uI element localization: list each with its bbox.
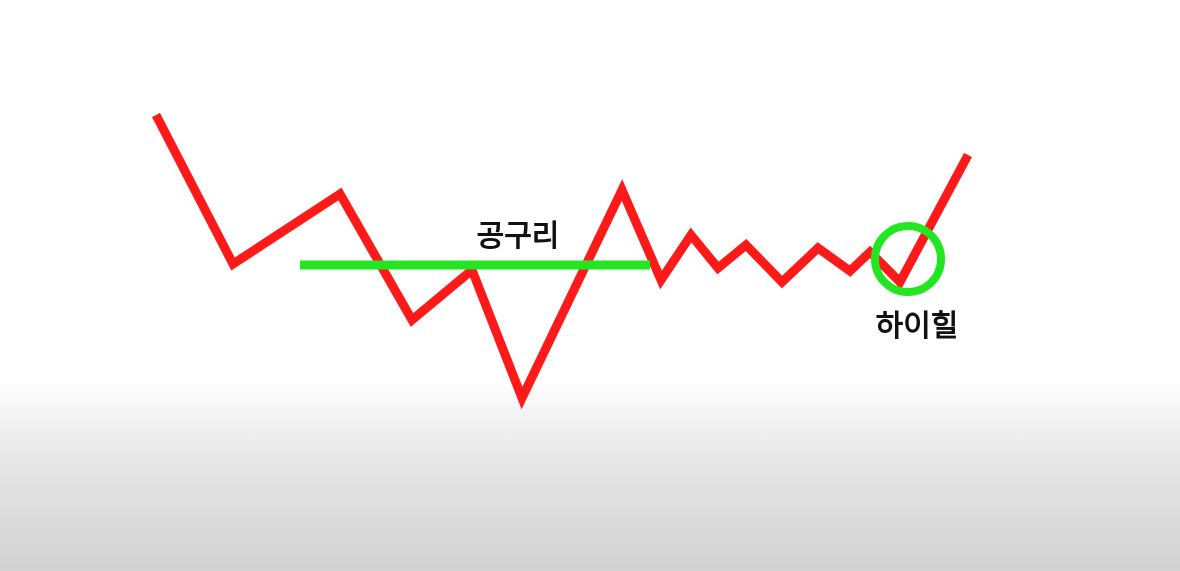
price-line xyxy=(152,112,972,410)
highlight-circle xyxy=(871,222,945,296)
high-heel-label: 하이힐 xyxy=(876,309,959,344)
resistance-label: 공구리 xyxy=(477,219,560,254)
